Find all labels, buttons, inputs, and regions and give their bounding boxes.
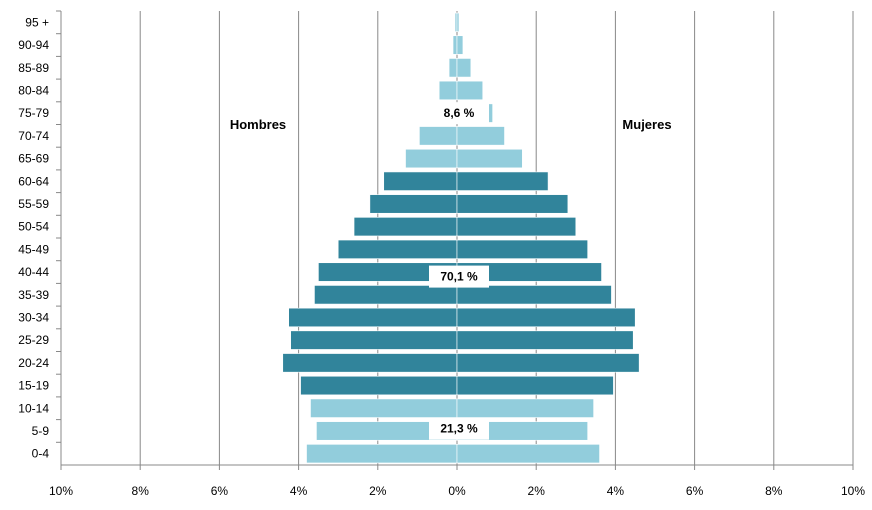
group-label-box — [429, 102, 489, 125]
y-tick-label: 85-89 — [18, 61, 49, 75]
bar-hombres — [448, 58, 458, 78]
bar-mujeres — [456, 126, 505, 146]
bar-hombres — [405, 148, 458, 169]
bar-mujeres — [456, 330, 634, 350]
x-tick-label: 2% — [528, 484, 546, 498]
bar-mujeres — [456, 148, 523, 169]
bar-mujeres — [456, 307, 636, 328]
x-tick-label: 0% — [448, 484, 466, 498]
x-tick-label: 8% — [765, 484, 783, 498]
y-tick-label: 55-59 — [18, 197, 49, 211]
gridlines — [60, 11, 854, 465]
bar-hombres — [290, 330, 458, 350]
bar-hombres — [438, 80, 458, 101]
bar-hombres — [306, 444, 458, 464]
bar-hombres — [369, 194, 458, 214]
x-tick-label: 10% — [841, 484, 865, 498]
bar-hombres — [282, 353, 458, 373]
bar-mujeres — [456, 239, 588, 259]
y-tick-label: 0-4 — [32, 447, 50, 461]
bar-mujeres — [456, 12, 460, 32]
x-tick-label: 10% — [49, 484, 73, 498]
bar-mujeres — [456, 217, 577, 237]
group-percentage-label: 21,3 % — [440, 422, 478, 436]
y-tick-label: 25-29 — [18, 333, 49, 347]
bar-hombres — [337, 239, 458, 259]
y-tick-label: 75-79 — [18, 106, 49, 120]
y-tick-label: 70-74 — [18, 129, 49, 143]
side-label-hombres: Hombres — [230, 117, 286, 132]
bar-mujeres — [456, 375, 614, 396]
y-tick-label: 10-14 — [18, 401, 49, 415]
bar-hombres — [353, 217, 458, 237]
x-tick-label: 6% — [211, 484, 229, 498]
bar-mujeres — [456, 171, 549, 191]
y-tick-label: 80-84 — [18, 83, 49, 97]
y-tick-label: 45-49 — [18, 242, 49, 256]
bar-hombres — [383, 171, 458, 191]
bar-mujeres — [456, 58, 472, 78]
group-label-box — [429, 417, 489, 440]
x-tick-label: 2% — [369, 484, 387, 498]
y-tick-label: 5-9 — [32, 424, 50, 438]
y-tick-label: 40-44 — [18, 265, 49, 279]
y-tick-label: 90-94 — [18, 38, 49, 52]
bars — [282, 12, 640, 464]
bar-hombres — [288, 307, 458, 328]
y-tick-label: 95 + — [25, 15, 49, 29]
x-tick-label: 4% — [607, 484, 625, 498]
bar-mujeres — [456, 353, 640, 373]
bar-hombres — [310, 398, 458, 418]
bar-mujeres — [456, 285, 612, 305]
bar-hombres — [419, 126, 458, 146]
bar-hombres — [314, 285, 458, 305]
labels: 8,6 % 70,1 % 21,3 % Hombres Mujeres — [230, 102, 672, 440]
bar-mujeres — [456, 80, 484, 101]
x-tick-label: 8% — [132, 484, 150, 498]
group-percentage-label: 8,6 % — [444, 106, 475, 120]
bar-mujeres — [456, 398, 594, 418]
bar-mujeres — [456, 194, 569, 214]
bar-mujeres — [456, 444, 600, 464]
y-tick-label: 50-54 — [18, 220, 49, 234]
y-tick-label: 35-39 — [18, 288, 49, 302]
x-tick-label: 6% — [686, 484, 704, 498]
bar-hombres — [300, 375, 458, 396]
y-tick-label: 60-64 — [18, 174, 49, 188]
y-tick-label: 65-69 — [18, 152, 49, 166]
axes: 10% 8% 6% 4% 2% 0% 2% 4% 6% 8% 10% 95 + 90-94 85-89 80… — [18, 10, 865, 498]
y-tick-label: 20-24 — [18, 356, 49, 370]
side-label-mujeres: Mujeres — [622, 117, 671, 132]
bar-hombres — [452, 35, 458, 55]
y-tick-label: 15-19 — [18, 379, 49, 393]
group-label-box — [429, 265, 489, 288]
bar-mujeres — [456, 35, 464, 55]
y-tick-label: 30-34 — [18, 310, 49, 324]
x-tick-label: 4% — [290, 484, 308, 498]
group-percentage-label: 70,1 % — [440, 270, 478, 284]
